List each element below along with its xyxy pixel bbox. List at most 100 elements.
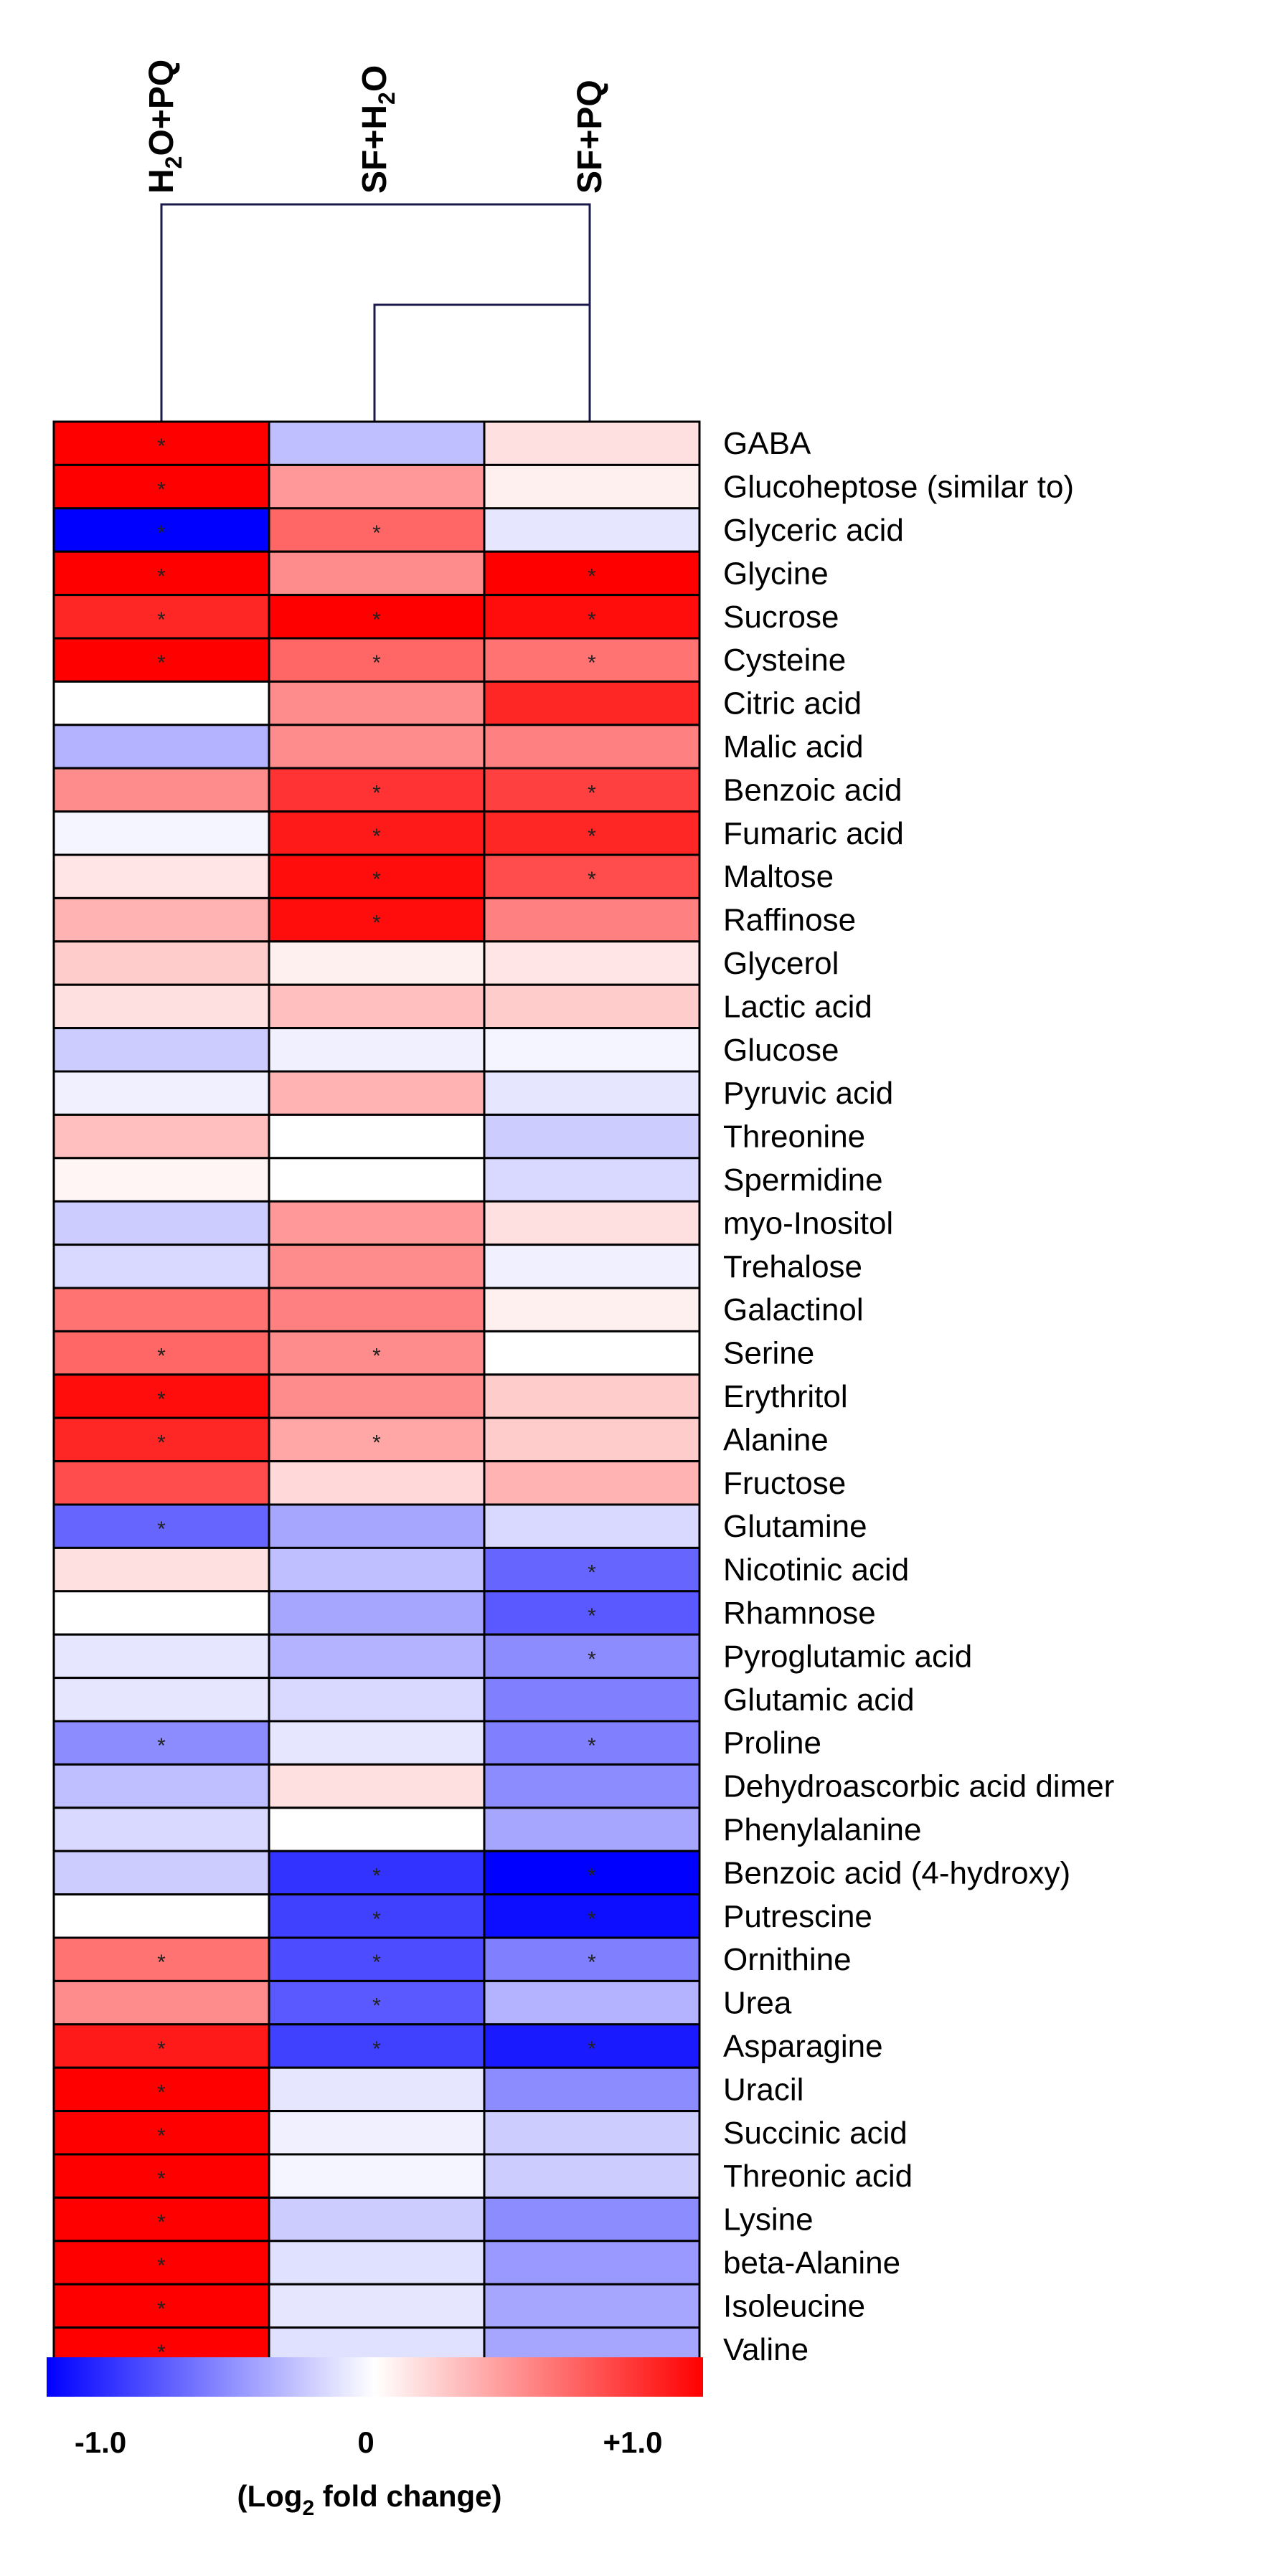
heatmap-cell: [483, 1763, 701, 1809]
significance-marker: *: [157, 435, 166, 458]
row-label: Lysine: [723, 2202, 814, 2238]
heatmap-cell: [483, 1113, 701, 1160]
significance-marker: *: [372, 1431, 381, 1454]
significance-marker: *: [588, 1908, 596, 1931]
heatmap-cell: [52, 940, 270, 986]
significance-marker: *: [157, 1734, 166, 1758]
heatmap-cell: [268, 2196, 486, 2243]
heatmap-cell: [268, 420, 486, 466]
significance-marker: *: [372, 1994, 381, 2018]
row-label: Proline: [723, 1725, 821, 1761]
row-label: Citric acid: [723, 686, 862, 721]
heatmap-cell: [268, 767, 486, 813]
dendrogram-branch: [160, 203, 591, 422]
heatmap-cell: [483, 1936, 701, 1982]
row-label: GABA: [723, 426, 811, 461]
row-label: Glyceric acid: [723, 513, 904, 548]
significance-marker: *: [157, 1345, 166, 1368]
significance-marker: *: [372, 1951, 381, 1974]
heatmap-cell: [268, 1416, 486, 1463]
heatmap-cell: [483, 1979, 701, 2026]
heatmap-cell: [483, 420, 701, 466]
significance-marker: *: [157, 2297, 166, 2321]
row-label: Lactic acid: [723, 989, 872, 1024]
row-label: Fumaric acid: [723, 816, 904, 851]
heatmap-cell: [268, 1200, 486, 1246]
heatmap-cell: [268, 1546, 486, 1593]
column-label: SF+H2O: [356, 65, 400, 194]
row-label: Putrescine: [723, 1899, 872, 1934]
heatmap-cell: [483, 940, 701, 986]
row-label: Trehalose: [723, 1249, 862, 1284]
significance-marker: *: [372, 825, 381, 848]
significance-marker: *: [588, 1561, 596, 1585]
row-label: Galactinol: [723, 1292, 864, 1327]
heatmap-cell: [268, 1287, 486, 1332]
row-label: Raffinose: [723, 903, 856, 938]
heatmap-cell: [483, 1806, 701, 1852]
heatmap-cell: [483, 724, 701, 770]
heatmap-cell: [483, 1373, 701, 1419]
heatmap-cell: [52, 1677, 270, 1723]
heatmap-cell: [52, 724, 270, 770]
heatmap-cell: [483, 1677, 701, 1723]
significance-marker: *: [157, 2167, 166, 2191]
row-label: Glutamic acid: [723, 1682, 915, 1718]
heatmap-cell: [268, 1157, 486, 1203]
heatmap-cell: [483, 983, 701, 1030]
significance-marker: *: [588, 1647, 596, 1671]
significance-marker: *: [588, 868, 596, 891]
significance-marker: *: [157, 2037, 166, 2061]
row-label: Uracil: [723, 2072, 803, 2107]
row-label: Benzoic acid: [723, 772, 902, 808]
heatmap-cell: [483, 1157, 701, 1203]
significance-marker: *: [157, 2124, 166, 2148]
significance-marker: *: [588, 1864, 596, 1888]
heatmap-cell: [52, 983, 270, 1030]
significance-marker: *: [588, 2037, 596, 2061]
heatmap-cell: [483, 2240, 701, 2286]
significance-marker: *: [588, 651, 596, 675]
color-scale-title: (Log2 fold change): [237, 2479, 502, 2520]
heatmap-cell: [268, 1633, 486, 1680]
heatmap-cell: [483, 2110, 701, 2156]
column-dendrogram: [160, 203, 591, 422]
heatmap-cell: [52, 637, 270, 683]
row-label: Phenylalanine: [723, 1812, 921, 1847]
row-label: beta-Alanine: [723, 2245, 900, 2281]
heatmap-cell: [52, 896, 270, 943]
heatmap-cell: [268, 1806, 486, 1852]
row-label: Maltose: [723, 859, 834, 894]
heatmap-cell: [52, 1633, 270, 1680]
row-label: Cysteine: [723, 643, 846, 678]
row-label: Spermidine: [723, 1162, 883, 1198]
color-scale-tick: -1.0: [75, 2425, 126, 2459]
heatmap-cell: [268, 463, 486, 510]
heatmap-cell: [52, 767, 270, 813]
row-label: Succinic acid: [723, 2116, 908, 2151]
heatmap-cell: [268, 1979, 486, 2026]
heatmap-cell: [268, 1936, 486, 1982]
heatmap-cell: [52, 1979, 270, 2026]
column-labels: H2O+PQ SF+H2O SF+PQ: [143, 60, 609, 194]
row-label: Urea: [723, 1986, 792, 2021]
color-scale-bar: [47, 2357, 703, 2397]
heatmap-cell: [483, 1720, 701, 1766]
heatmap-cell: [483, 1590, 701, 1636]
significance-marker: *: [372, 781, 381, 805]
significance-marker: *: [588, 608, 596, 632]
row-label: Alanine: [723, 1422, 829, 1457]
heatmap-cell: [483, 637, 701, 683]
heatmap-cell: [268, 1070, 486, 1116]
heatmap-cell: [52, 853, 270, 899]
heatmap-cell: [52, 1287, 270, 1332]
column-label: H2O+PQ: [143, 60, 187, 194]
row-label: myo-Inositol: [723, 1206, 893, 1241]
heatmap-cell: [483, 1027, 701, 1073]
row-labels: GABA Glucoheptose (similar to) Glyceric ac…: [723, 426, 1114, 2367]
heatmap-cell: [52, 463, 270, 510]
heatmap-cell: [268, 1244, 486, 1289]
significance-marker: *: [588, 781, 596, 805]
color-scale-legend: -1.0 0 +1.0 (Log2 fold change): [47, 2357, 703, 2520]
row-label: Isoleucine: [723, 2288, 865, 2324]
